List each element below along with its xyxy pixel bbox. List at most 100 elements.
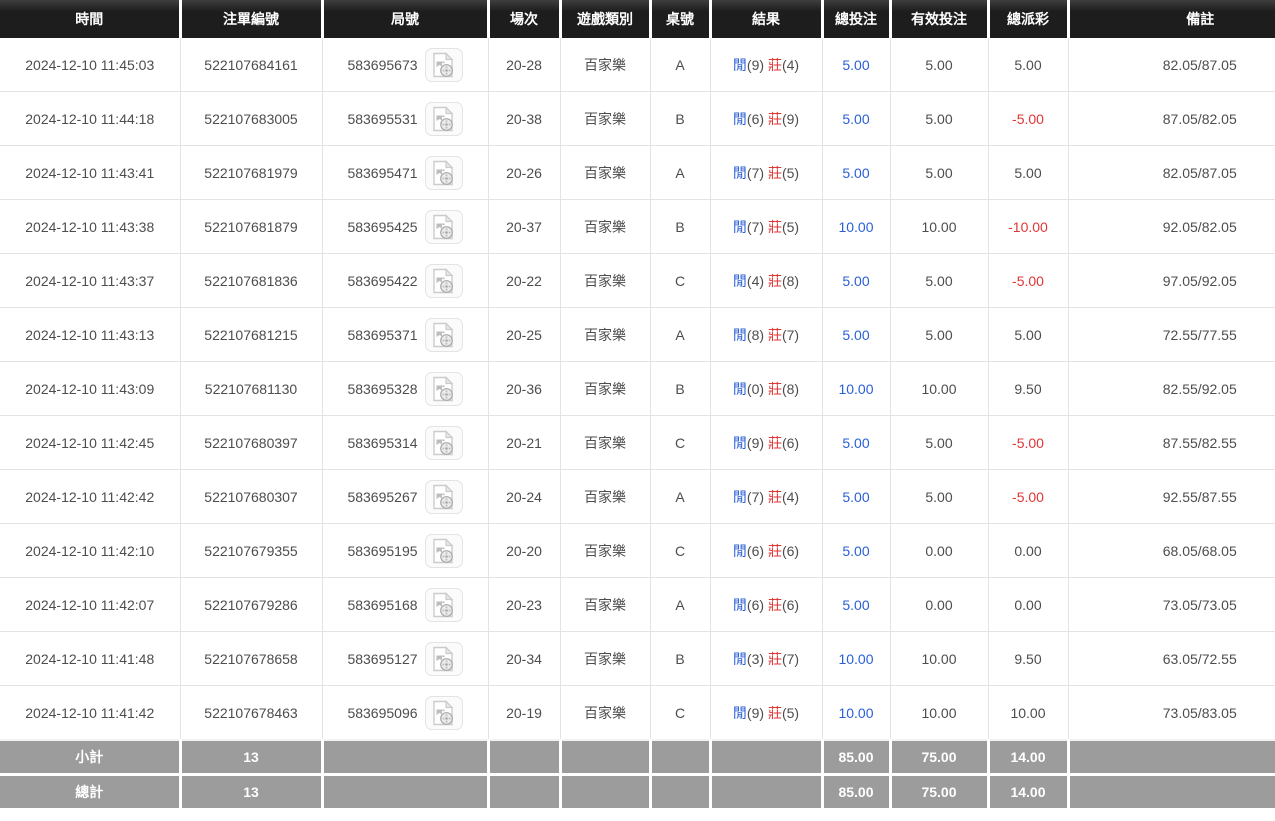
table-no-cell: A <box>650 577 711 632</box>
remark-cell: 73.05/73.05 <box>1068 577 1275 632</box>
column-header-valid-bet: 有效投注 <box>890 0 990 38</box>
player-result-score: (6) <box>746 542 765 559</box>
payout-cell: 5.00 <box>988 307 1069 362</box>
total-bet-cell: 5.00 <box>822 38 891 92</box>
video-file-icon <box>432 537 455 564</box>
table-row: 2024-12-10 11:42:45 522107680397 5836953… <box>0 415 1275 470</box>
video-replay-button[interactable] <box>424 641 463 676</box>
video-file-icon <box>432 591 455 618</box>
time-cell: 2024-12-10 11:41:42 <box>0 685 181 741</box>
banker-result-label: 莊 <box>767 218 782 235</box>
banker-result-score: (8) <box>781 380 800 397</box>
video-replay-button[interactable] <box>424 47 463 82</box>
round-cell: 583695471 <box>322 145 489 200</box>
summary-empty-cell <box>488 739 562 776</box>
video-replay-button[interactable] <box>424 371 463 406</box>
bet-id-cell: 522107680397 <box>180 415 323 470</box>
round-cell: 583695096 <box>322 685 489 741</box>
table-no-cell: B <box>650 631 711 686</box>
table-no-cell: C <box>650 685 711 741</box>
summary-valid-bet-cell: 75.00 <box>890 774 990 808</box>
video-replay-button[interactable] <box>424 317 463 352</box>
payout-cell: -5.00 <box>988 469 1069 524</box>
video-replay-button[interactable] <box>424 263 463 298</box>
result-cell: 閒(9) 莊(5) <box>710 685 823 741</box>
valid-bet-cell: 5.00 <box>890 91 989 146</box>
result-cell: 閒(7) 莊(4) <box>710 469 823 524</box>
bet-id-cell: 522107681215 <box>180 307 323 362</box>
player-result-score: (4) <box>746 272 765 289</box>
column-header-round: 局號 <box>322 0 490 38</box>
valid-bet-cell: 5.00 <box>890 307 989 362</box>
game-type-cell: 百家樂 <box>560 415 651 470</box>
time-cell: 2024-12-10 11:43:13 <box>0 307 181 362</box>
player-result-label: 閒 <box>732 272 747 289</box>
result-cell: 閒(7) 莊(5) <box>710 145 823 200</box>
total-bet-cell: 5.00 <box>822 577 891 632</box>
session-cell: 20-21 <box>488 415 561 470</box>
player-result-score: (7) <box>746 218 765 235</box>
video-replay-button[interactable] <box>424 479 463 514</box>
player-result-score: (9) <box>746 434 765 451</box>
total-bet-cell: 5.00 <box>822 145 891 200</box>
banker-result-label: 莊 <box>767 488 782 505</box>
game-type-cell: 百家樂 <box>560 307 651 362</box>
video-replay-button[interactable] <box>424 209 463 244</box>
session-cell: 20-38 <box>488 91 561 146</box>
remark-cell: 97.05/92.05 <box>1068 253 1275 308</box>
round-cell: 583695168 <box>322 577 489 632</box>
payout-cell: -5.00 <box>988 253 1069 308</box>
column-header-session: 場次 <box>488 0 562 38</box>
summary-empty-cell <box>1068 774 1275 808</box>
bet-id-cell: 522107678658 <box>180 631 323 686</box>
session-cell: 20-34 <box>488 631 561 686</box>
game-type-cell: 百家樂 <box>560 38 651 92</box>
result-cell: 閒(7) 莊(5) <box>710 199 823 254</box>
summary-empty-cell <box>488 774 562 808</box>
video-replay-button[interactable] <box>424 695 463 730</box>
video-file-icon <box>432 267 455 294</box>
time-cell: 2024-12-10 11:42:07 <box>0 577 181 632</box>
video-replay-button[interactable] <box>424 101 463 136</box>
total-bet-cell: 10.00 <box>822 685 891 741</box>
player-result-score: (6) <box>746 596 765 613</box>
summary-total-bet-cell: 85.00 <box>822 739 892 776</box>
valid-bet-cell: 10.00 <box>890 199 989 254</box>
column-header-bet-id: 注單編號 <box>180 0 324 38</box>
video-replay-button[interactable] <box>424 155 463 190</box>
session-cell: 20-24 <box>488 469 561 524</box>
round-number: 583695314 <box>347 434 418 451</box>
round-number: 583695168 <box>347 596 418 613</box>
video-replay-button[interactable] <box>424 587 463 622</box>
banker-result-label: 莊 <box>767 596 782 613</box>
column-header-result: 結果 <box>710 0 824 38</box>
time-cell: 2024-12-10 11:43:09 <box>0 361 181 416</box>
table-row: 2024-12-10 11:42:07 522107679286 5836951… <box>0 577 1275 632</box>
payout-cell: 0.00 <box>988 523 1069 578</box>
total-bet-cell: 10.00 <box>822 631 891 686</box>
summary-empty-cell <box>650 774 712 808</box>
time-cell: 2024-12-10 11:41:48 <box>0 631 181 686</box>
bet-id-cell: 522107679355 <box>180 523 323 578</box>
valid-bet-cell: 0.00 <box>890 577 989 632</box>
summary-empty-cell <box>710 739 824 776</box>
table-no-cell: A <box>650 469 711 524</box>
video-file-icon <box>432 51 455 78</box>
round-cell: 583695422 <box>322 253 489 308</box>
remark-cell: 68.05/68.05 <box>1068 523 1275 578</box>
video-replay-button[interactable] <box>424 533 463 568</box>
game-type-cell: 百家樂 <box>560 523 651 578</box>
round-cell: 583695195 <box>322 523 489 578</box>
player-result-label: 閒 <box>732 704 747 721</box>
payout-cell: -10.00 <box>988 199 1069 254</box>
table-row: 2024-12-10 11:43:09 522107681130 5836953… <box>0 361 1275 416</box>
video-replay-button[interactable] <box>424 425 463 460</box>
time-cell: 2024-12-10 11:45:03 <box>0 38 181 92</box>
summary-empty-cell <box>1068 739 1275 776</box>
table-no-cell: A <box>650 38 711 92</box>
banker-result-score: (8) <box>781 272 800 289</box>
remark-cell: 87.55/82.55 <box>1068 415 1275 470</box>
result-cell: 閒(3) 莊(7) <box>710 631 823 686</box>
valid-bet-cell: 0.00 <box>890 523 989 578</box>
